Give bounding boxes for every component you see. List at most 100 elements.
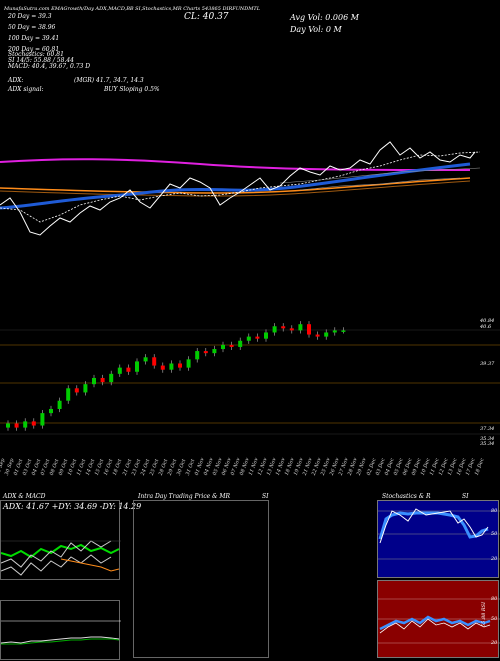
candle-body (31, 421, 36, 426)
candle-body (109, 373, 114, 383)
adx-macd-title: ADX & MACD (3, 493, 46, 500)
candle-body (40, 413, 45, 426)
candle-body (221, 344, 225, 350)
price-label: 40.6 (480, 324, 492, 330)
stoch-tick: 50 (491, 531, 498, 537)
top-labels: MunafaSutra.com EMAGrowth/Day ADX,MACD,B… (4, 6, 261, 12)
buy-signal: BUY Sloping 0.5% (104, 86, 160, 93)
stoch-k-line (378, 511, 489, 540)
mgr-values: (MGR) 41.7, 34.7, 14.3 (74, 77, 144, 84)
price-label: 39.37 (480, 361, 495, 367)
ema-100-day: 100 Day = 39.41 (8, 35, 60, 42)
ema-lines (0, 141, 481, 236)
price-label: 35.34 (480, 436, 495, 442)
candle-body (186, 359, 191, 368)
macd-orange-line (60, 558, 120, 572)
ema-100-line (0, 177, 471, 194)
bb-lower (299, 177, 461, 191)
mr-title: Intra Day Trading Price & MR (138, 493, 231, 500)
candle-body (341, 330, 346, 332)
candle-body (143, 357, 148, 362)
minus-di-line (1, 554, 112, 576)
stoch-tick: 20 (491, 556, 498, 562)
rsi-tick: 80 (491, 596, 498, 602)
candle-body (238, 340, 243, 347)
ema-20-day: 20 Day = 39.3 (8, 13, 52, 20)
candle-body (298, 324, 303, 331)
candle-body (229, 344, 234, 347)
candle-body (315, 334, 320, 337)
candle-body (203, 351, 208, 354)
candle-body (255, 336, 260, 339)
candle-body (135, 361, 139, 372)
adx-values: ADX: 41.67 +DY: 34.69 -DY: 14.29 (3, 502, 142, 511)
rsi-signal-line (379, 618, 491, 634)
candle-body (92, 377, 96, 385)
rsi-side-label: 55.88 RSI (481, 601, 487, 627)
candle-body (332, 330, 337, 333)
candle-body (272, 326, 277, 333)
ema-20-line (0, 151, 481, 223)
candle-body (246, 336, 251, 341)
stoch-title: Stochastics & R (382, 493, 431, 500)
candle-body (66, 388, 71, 401)
candle-body (281, 326, 286, 329)
candle-body (212, 349, 217, 354)
candle-body (160, 365, 165, 370)
candle-body (152, 357, 157, 366)
candle-body (100, 377, 105, 383)
price-chart (0, 141, 500, 435)
candle-body (126, 367, 131, 372)
stochastics-panel: 80 50 20 (377, 500, 500, 578)
rsi-panel: 80 50 20 55.88 RSI (377, 580, 500, 658)
macd-line (1, 636, 120, 644)
ema-50-day: 50 Day = 38.96 (8, 24, 56, 31)
candle-body (83, 384, 88, 393)
adx-panel: ADX: 41.67 +DY: 34.69 -DY: 14.29 (0, 500, 141, 580)
avg-volume: Avg Vol: 0.006 M (290, 13, 359, 22)
candlesticks (6, 321, 346, 431)
rsi-tick: 20 (491, 640, 498, 646)
stoch-title-suffix: SI (462, 493, 469, 500)
date-tick-label: 18 Dec (473, 457, 486, 477)
price-label: 35.34 (480, 441, 495, 447)
rsi-line (379, 615, 491, 631)
candle-body (324, 332, 329, 337)
candle-body (195, 351, 200, 360)
price-line (0, 141, 476, 236)
ema-100-line-b (0, 180, 471, 197)
candle-body (14, 423, 19, 428)
stochastics-value: Stochastics: 60.81 (8, 51, 64, 58)
candle-body (169, 363, 174, 370)
macd-value: MACD: 40.4, 39.67, 0.73 D (8, 63, 91, 70)
mr-panel (133, 500, 269, 658)
candle-body (264, 332, 268, 339)
si-value: SI 14/5: 55.88 / 58.44 (8, 57, 74, 64)
close-price: CL: 40.37 (184, 12, 229, 22)
bb-upper (279, 167, 481, 184)
candle-body (23, 421, 28, 428)
mr-title-suffix: SI (262, 493, 269, 500)
signal-line (1, 638, 120, 645)
plus-di-line (1, 540, 112, 568)
candle-body (307, 324, 311, 335)
rsi-tick: 50 (491, 616, 498, 622)
ema-200-day: 200 Day = 60.81 (8, 46, 60, 53)
macd-panel (0, 600, 121, 660)
candle-body (57, 400, 62, 409)
stoch-tick: 80 (491, 508, 498, 514)
adx-line (1, 543, 120, 559)
candle-body (74, 388, 79, 393)
adx-signal-label: ADX signal: (8, 86, 44, 93)
candle-body (117, 367, 122, 374)
price-label: 40.84 (480, 318, 495, 324)
stoch-d-line (379, 508, 489, 544)
candle-body (178, 363, 182, 368)
candle-body (6, 423, 10, 428)
ema-50-line (0, 162, 471, 210)
price-label: 37.34 (480, 426, 495, 432)
adx-label: ADX: (8, 77, 24, 84)
ema-200-line (0, 158, 471, 171)
date-axis: 26 Sep 30 Sep 01 Oct 03 Oct 04 Oct 07 Oct 08 O… (0, 450, 500, 488)
candle-body (289, 328, 294, 331)
